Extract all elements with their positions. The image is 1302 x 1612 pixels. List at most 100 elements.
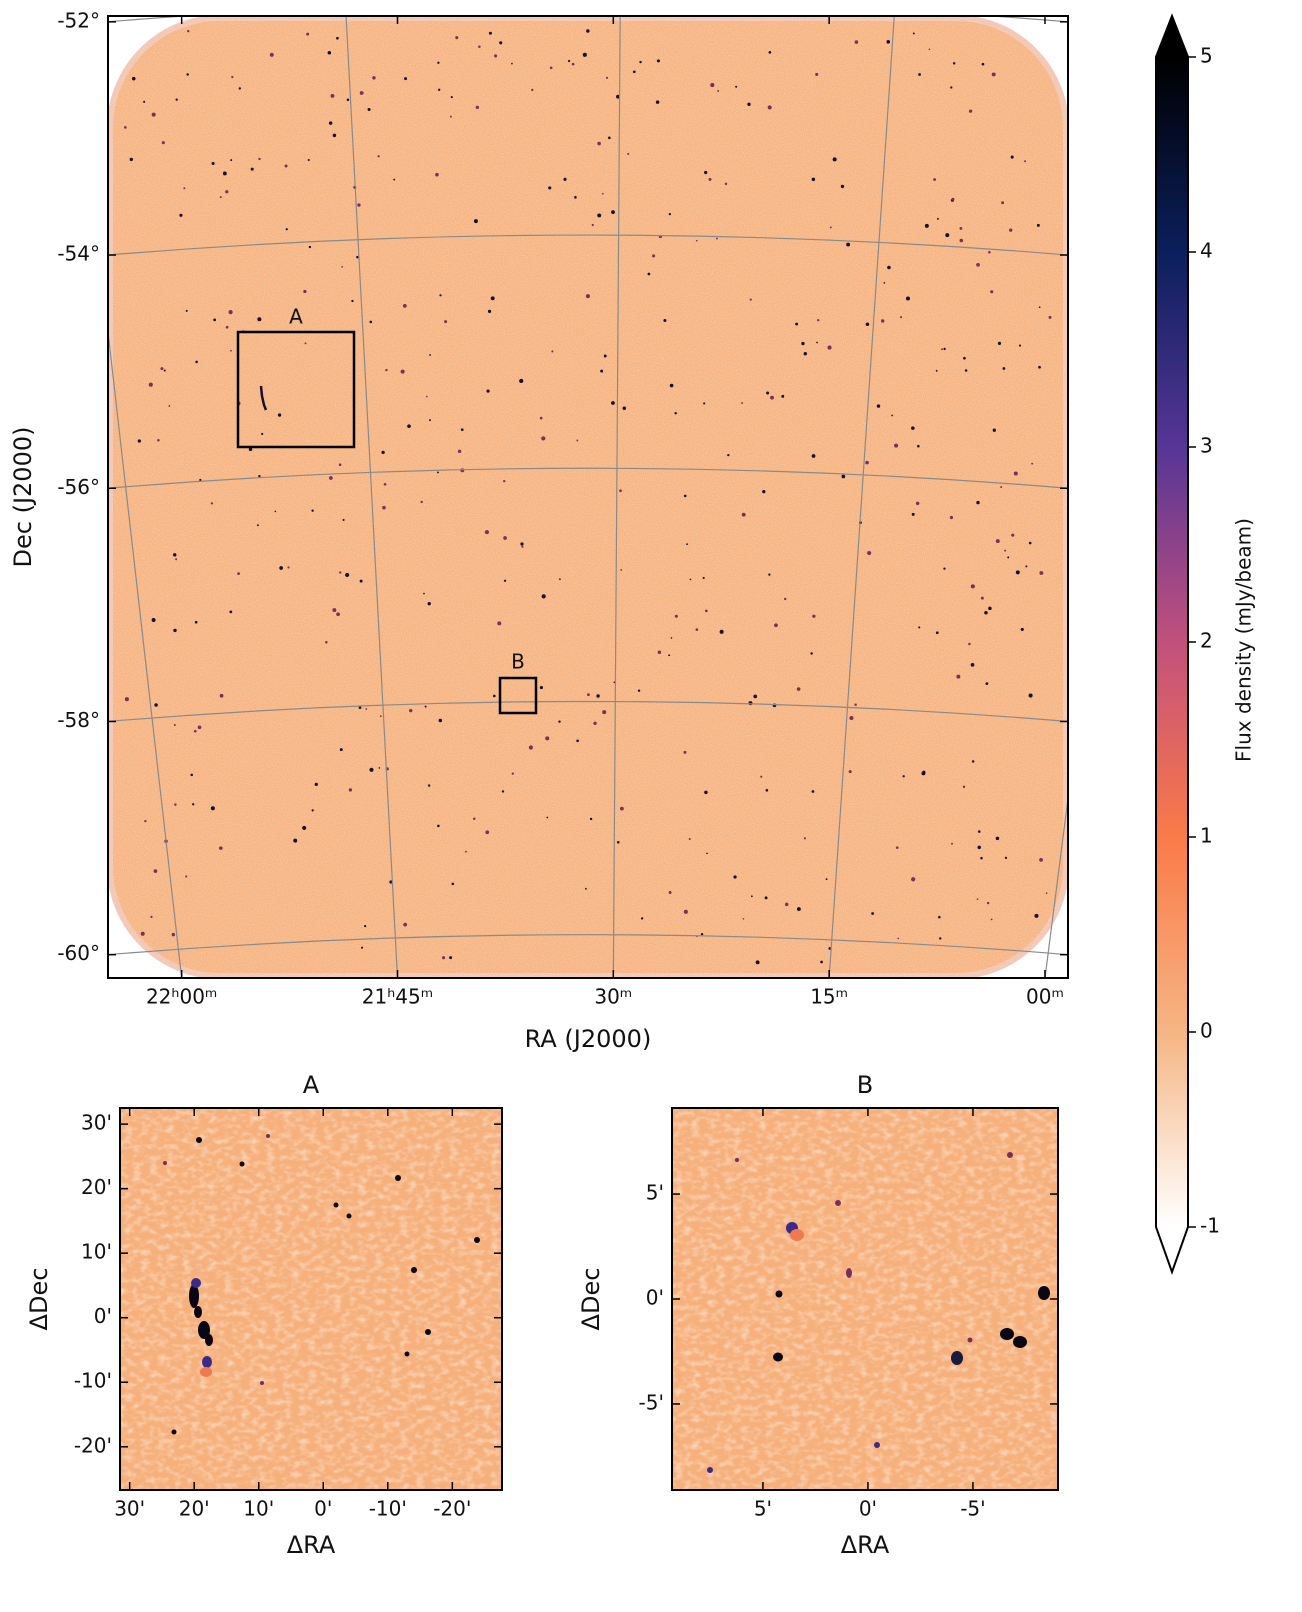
colorbar-tick-label: -1 (1200, 1214, 1220, 1238)
y-tick-label: -52° (57, 8, 100, 32)
source (163, 369, 166, 372)
source (239, 1161, 245, 1167)
source (596, 694, 600, 698)
source (715, 237, 718, 240)
source (437, 824, 440, 828)
source (627, 152, 630, 155)
source (874, 1442, 880, 1448)
source (918, 626, 921, 629)
source (1038, 1286, 1050, 1300)
source (616, 840, 620, 844)
source (210, 806, 215, 811)
source (710, 83, 715, 88)
source (795, 322, 799, 326)
source (849, 715, 854, 720)
source (511, 62, 513, 65)
source (200, 1367, 212, 1377)
source (274, 510, 277, 513)
source (668, 891, 672, 894)
annotation: A (289, 305, 303, 329)
source (865, 460, 869, 465)
source (741, 402, 744, 405)
source (549, 66, 553, 70)
source (883, 281, 886, 284)
annotation: B (511, 650, 525, 674)
source (935, 369, 938, 372)
source (727, 453, 730, 457)
source (657, 650, 662, 654)
source (129, 157, 133, 162)
source (593, 721, 597, 725)
x-tick-label: 10' (243, 1497, 274, 1521)
source (436, 471, 439, 474)
source (964, 369, 968, 372)
source (1009, 228, 1013, 232)
source (196, 1137, 202, 1143)
source (378, 767, 381, 769)
source (980, 856, 983, 860)
source (922, 770, 926, 774)
source (260, 1381, 264, 1385)
source (835, 1200, 841, 1206)
source (346, 98, 350, 101)
x-tick-label: 20' (179, 1497, 210, 1521)
source (941, 348, 943, 351)
source (811, 790, 815, 793)
source (365, 708, 368, 710)
grid-line (345, 16, 399, 978)
source (1015, 570, 1020, 575)
source (457, 449, 462, 454)
x-tick-label: 0' (314, 1497, 332, 1521)
source (473, 219, 478, 224)
source (911, 512, 915, 516)
source (303, 289, 307, 294)
source (338, 463, 342, 467)
source (409, 709, 413, 713)
source (602, 710, 607, 715)
source (755, 960, 760, 965)
source (977, 830, 981, 833)
source (499, 41, 503, 45)
source (304, 342, 307, 345)
source (854, 703, 857, 706)
source (420, 500, 423, 504)
source (351, 299, 354, 303)
source (558, 720, 561, 723)
source (576, 739, 579, 743)
source (928, 48, 931, 51)
source (796, 687, 801, 691)
source (683, 909, 688, 914)
source (995, 836, 1000, 841)
source (735, 1158, 739, 1162)
source (202, 1356, 212, 1368)
source (597, 141, 601, 146)
source (770, 395, 774, 400)
source (976, 898, 979, 900)
source (427, 784, 431, 787)
source (943, 567, 946, 570)
source (1038, 365, 1041, 369)
source (735, 85, 738, 88)
source (632, 70, 636, 74)
source (967, 1337, 973, 1343)
source (1028, 693, 1033, 698)
source (674, 614, 678, 618)
source (949, 515, 954, 520)
source (372, 76, 376, 80)
source (1025, 565, 1028, 568)
source (871, 912, 874, 915)
source (484, 530, 489, 535)
source (402, 304, 407, 308)
source (971, 760, 975, 763)
source (144, 819, 147, 823)
source (140, 931, 145, 936)
source (1000, 1328, 1014, 1340)
source (827, 345, 832, 350)
source (205, 1334, 213, 1346)
source (257, 317, 262, 322)
source (951, 197, 955, 201)
source (327, 51, 332, 55)
source (190, 773, 193, 777)
x-tick-label: -10' (369, 1497, 407, 1521)
source (475, 105, 480, 110)
